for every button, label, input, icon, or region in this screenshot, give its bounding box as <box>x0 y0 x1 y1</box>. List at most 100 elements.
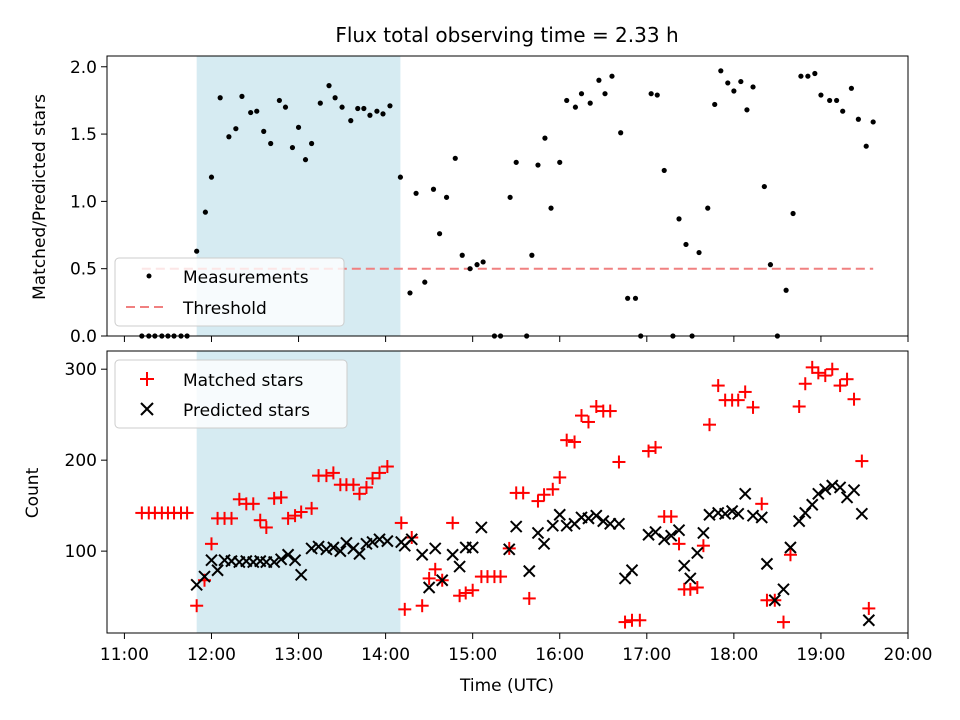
measurement-point <box>557 159 563 165</box>
matched-star-point <box>581 415 595 429</box>
measurement-point <box>302 157 309 163</box>
chart-title: Flux total observing time = 2.33 h <box>335 23 678 47</box>
bottom-x-ticks: 11:00 12:00 13:00 14:00 15:00 16:00 17:00 18:00… <box>100 633 933 665</box>
predicted-star-point <box>697 526 710 540</box>
measurement-point <box>459 252 465 258</box>
predicted-star-point <box>453 560 466 573</box>
measurement-point <box>239 93 245 99</box>
predicted-star-point <box>684 572 697 585</box>
matched-star-point <box>305 501 319 515</box>
bottom-y-axis-label: Count <box>23 467 43 518</box>
predicted-star-point <box>819 483 832 496</box>
x-tick-label: 15:00 <box>448 645 497 665</box>
measurement-point <box>317 100 323 106</box>
predicted-star-point <box>768 594 781 607</box>
legend-matched-marker <box>140 372 154 386</box>
predicted-star-point <box>366 535 379 549</box>
matched-star-point <box>612 455 626 469</box>
matched-star-point <box>783 548 797 562</box>
measurement-point <box>295 124 302 130</box>
predicted-star-point <box>205 554 218 567</box>
measurement-point <box>268 140 274 147</box>
measurement-point <box>718 68 724 74</box>
predicted-star-point <box>537 537 551 551</box>
measurement-point <box>542 135 548 141</box>
predicted-star-point <box>446 548 459 561</box>
x-axis-label: Time (UTC) <box>459 676 554 696</box>
measurement-point <box>254 108 260 114</box>
measurement-point <box>361 105 367 112</box>
x-tick-label: 20:00 <box>884 645 933 665</box>
x-tick-label: 18:00 <box>709 645 758 665</box>
measurement-point <box>332 95 338 101</box>
predicted-star-point <box>642 528 655 541</box>
measurement-point <box>767 262 774 268</box>
measurement-point <box>276 97 282 104</box>
matched-star-point <box>190 599 204 613</box>
x-tick-label: 16:00 <box>535 645 584 665</box>
predicted-star-point <box>503 543 516 556</box>
measurement-point <box>731 88 737 94</box>
measurement-points <box>139 68 876 339</box>
measurement-point <box>625 295 631 301</box>
measurement-point <box>387 103 393 109</box>
measurement-point <box>725 80 731 86</box>
top-panel: 0.0 0.5 1.0 1.5 2.0 Flux total observing tim… <box>30 23 909 347</box>
matched-star-point <box>531 494 545 508</box>
measurement-point <box>202 209 208 215</box>
predicted-star-point <box>327 541 340 554</box>
predicted-star-point <box>475 521 488 534</box>
predicted-star-point <box>718 507 732 521</box>
x-tick-label: 12:00 <box>187 645 236 665</box>
measurement-point <box>374 108 380 114</box>
predicted-star-point <box>678 559 691 572</box>
measurement-point <box>618 130 624 136</box>
predicted-star-point <box>806 498 819 511</box>
x-tick-label: 14:00 <box>361 645 410 665</box>
predicted-star-point <box>294 568 308 581</box>
measurement-point <box>430 186 437 192</box>
matched-star-point <box>618 615 632 629</box>
matched-star-point <box>633 613 647 627</box>
measurement-point <box>587 100 593 106</box>
matched-star-point <box>319 469 333 483</box>
matched-star-point <box>359 480 373 494</box>
measurement-point <box>744 107 750 113</box>
top-y-axis-label: Matched/Predicted stars <box>30 94 50 300</box>
predicted-star-point <box>429 542 442 555</box>
matched-star-point <box>428 562 442 576</box>
matched-star-point <box>847 392 861 406</box>
measurement-point <box>798 73 804 79</box>
measurement-point <box>632 295 639 301</box>
matched-star-point <box>204 537 218 551</box>
predicted-star-point <box>274 553 288 566</box>
matched-star-point <box>225 511 239 525</box>
y-tick-label: 0.5 <box>70 260 97 280</box>
measurement-point <box>507 194 513 200</box>
predicted-star-point <box>862 614 876 627</box>
measurement-point <box>367 112 373 118</box>
matched-star-point <box>346 478 360 492</box>
matched-star-point <box>755 497 769 511</box>
measurement-point <box>226 134 232 140</box>
measurement-point <box>248 109 254 116</box>
predicted-star-point <box>466 541 479 554</box>
measurement-point <box>696 249 702 256</box>
measurement-point <box>289 144 296 151</box>
legend-matched-label: Matched stars <box>183 371 303 391</box>
measurement-point <box>848 85 855 91</box>
measurement-point <box>233 126 239 132</box>
y-tick-label: 1.5 <box>70 125 97 145</box>
matched-star-point <box>696 539 710 553</box>
matched-star-point <box>833 379 847 393</box>
matched-star-point <box>537 488 551 502</box>
matched-star-point <box>274 490 288 504</box>
matched-star-point <box>281 511 295 525</box>
measurement-point <box>705 205 711 211</box>
predicted-star-point <box>305 542 318 555</box>
predicted-star-point <box>509 520 523 533</box>
measurement-point <box>217 95 223 101</box>
predicted-star-point <box>334 544 347 558</box>
predicted-star-point <box>760 557 774 571</box>
measurement-point <box>834 97 840 104</box>
